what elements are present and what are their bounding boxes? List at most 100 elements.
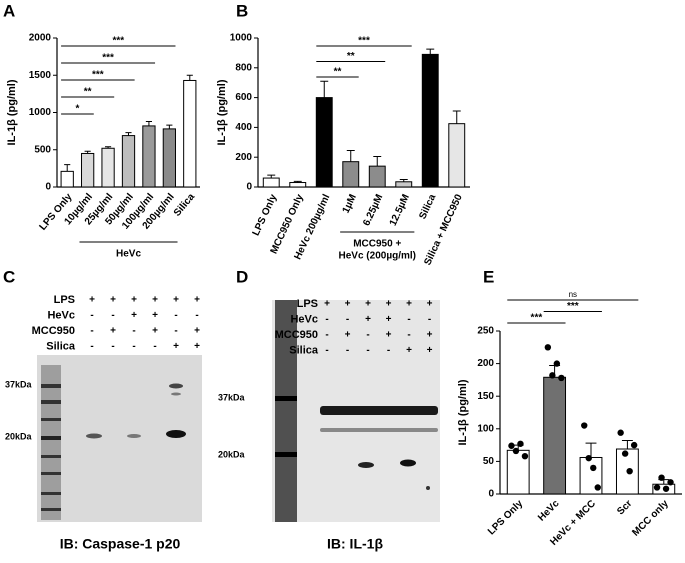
bar — [60, 170, 74, 188]
error-bar — [452, 110, 461, 124]
bar — [81, 152, 95, 188]
x-tick-label: 6.25µM — [361, 193, 385, 228]
panel-label: D — [236, 267, 248, 286]
significance-label: *** — [112, 36, 124, 47]
treatment-sign: - — [195, 310, 198, 321]
bar — [183, 79, 197, 188]
y-tick-label: 400 — [235, 122, 252, 133]
bar — [262, 177, 280, 188]
treatment-sign: - — [407, 314, 410, 325]
error-bar — [267, 174, 276, 179]
bar — [142, 125, 156, 188]
significance-label: *** — [531, 313, 543, 324]
y-tick-label: 2000 — [29, 33, 52, 44]
treatment-sign: - — [153, 341, 156, 352]
treatment-sign: - — [366, 345, 369, 356]
treatment-sign: + — [406, 345, 412, 356]
treatment-sign: - — [90, 341, 93, 352]
treatment-sign: - — [174, 310, 177, 321]
size-marker: 37kDa — [218, 392, 246, 402]
blot-caption: IB: IL-1β — [327, 536, 383, 552]
panel-label: A — [3, 1, 15, 20]
error-bar — [105, 146, 112, 149]
treatment-sign: - — [325, 314, 328, 325]
size-marker: 37kDa — [5, 379, 33, 389]
x-tick-label: Silica — [172, 191, 198, 218]
y-tick-label: 500 — [34, 144, 51, 155]
x-tick-label: MCC only — [630, 498, 671, 539]
treatment-label: MCC950 — [275, 329, 318, 341]
significance-label: *** — [92, 70, 104, 81]
data-point — [653, 484, 661, 491]
group-label: HeVc (200µg/ml) — [339, 251, 416, 262]
data-point — [544, 344, 552, 351]
x-tick-label: LPS Only — [486, 498, 526, 538]
y-tick-label: 0 — [488, 489, 494, 500]
error-bar — [373, 155, 382, 167]
data-point — [662, 485, 670, 492]
treatment-label: LPS — [297, 298, 318, 310]
data-point — [626, 467, 633, 475]
significance-label: ** — [334, 67, 342, 78]
panel-label: C — [3, 267, 15, 286]
y-tick-label: 1500 — [29, 70, 52, 81]
data-point — [558, 374, 565, 382]
treatment-sign: + — [152, 295, 158, 306]
panel-label: B — [236, 1, 248, 20]
treatment-sign: + — [173, 341, 179, 352]
y-tick-label: 250 — [477, 326, 494, 337]
y-tick-label: 800 — [235, 62, 252, 73]
treatment-label: HeVc — [47, 309, 75, 321]
x-tick-label: LPS Only — [251, 192, 280, 237]
treatment-sign: + — [386, 314, 392, 325]
y-tick-label: 600 — [235, 92, 252, 103]
treatment-sign: + — [152, 326, 158, 337]
error-bar — [125, 132, 132, 136]
error-bar — [585, 442, 597, 458]
data-point — [658, 474, 665, 481]
data-point — [508, 442, 515, 449]
treatment-sign: + — [173, 295, 179, 306]
treatment-sign: - — [387, 345, 390, 356]
y-tick-label: 1000 — [29, 107, 52, 118]
treatment-sign: + — [194, 295, 200, 306]
significance-label: * — [75, 104, 79, 115]
bar — [162, 128, 176, 188]
error-bar — [186, 74, 193, 81]
y-tick-label: 50 — [483, 456, 495, 467]
treatment-sign: - — [407, 330, 410, 341]
group-label: HeVc — [116, 249, 141, 260]
data-point — [630, 441, 638, 449]
significance-label: *** — [567, 301, 579, 312]
treatment-sign: - — [132, 326, 135, 337]
treatment-sign: - — [174, 326, 177, 337]
data-point — [590, 464, 597, 472]
bar — [543, 376, 567, 495]
significance-label: ** — [84, 87, 92, 98]
treatment-sign: + — [406, 299, 412, 310]
data-point — [667, 479, 674, 486]
treatment-sign: - — [90, 326, 93, 337]
treatment-sign: + — [89, 295, 95, 306]
bar — [395, 181, 413, 188]
bar — [101, 147, 115, 188]
y-tick-label: 200 — [235, 152, 252, 163]
treatment-sign: - — [325, 345, 328, 356]
treatment-sign: + — [345, 330, 351, 341]
treatment-sign: + — [152, 310, 158, 321]
significance-label: *** — [102, 53, 114, 64]
bar — [315, 97, 333, 188]
x-tick-label: Scr — [615, 498, 634, 517]
y-tick-label: 150 — [477, 391, 494, 402]
blot-image-d — [272, 300, 440, 522]
y-tick-label: 1000 — [230, 33, 253, 44]
error-bar — [399, 179, 408, 182]
bar — [448, 123, 466, 188]
data-point — [517, 440, 524, 447]
error-bar — [621, 440, 633, 450]
significance-label: *** — [358, 36, 370, 47]
blot-image-c — [37, 355, 202, 522]
y-tick-label: 100 — [477, 423, 494, 434]
treatment-label: Silica — [289, 344, 319, 356]
